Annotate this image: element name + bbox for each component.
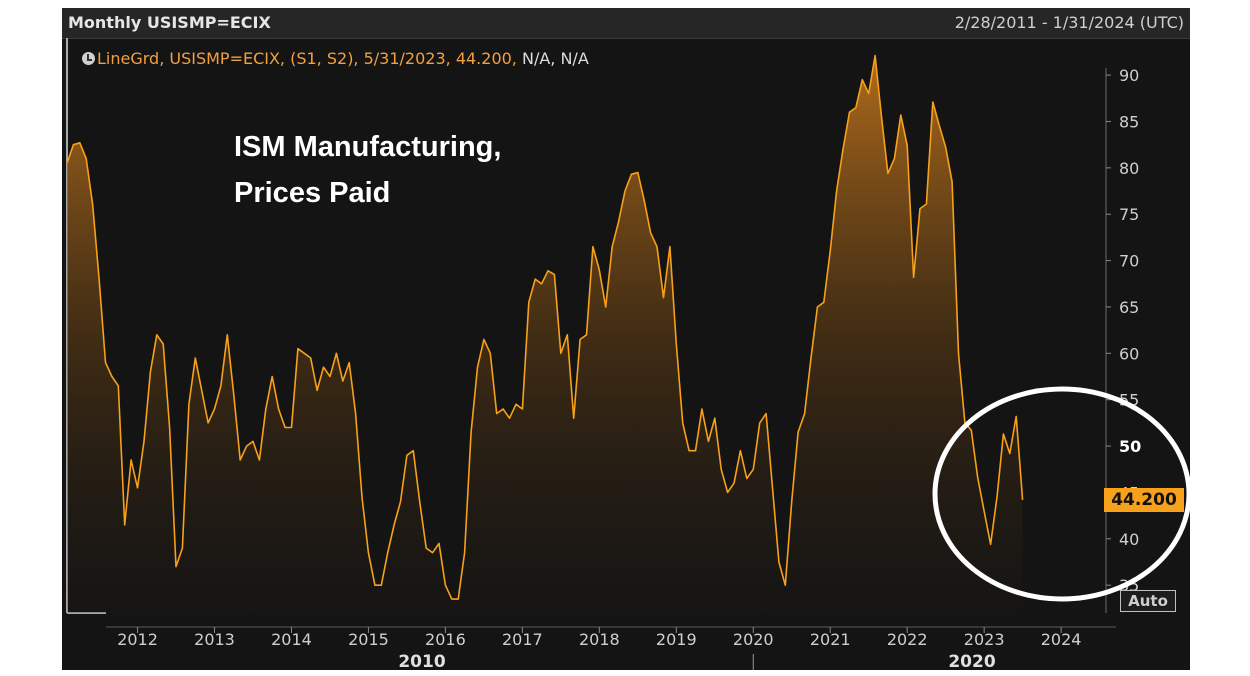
x-tick-label: 2019 xyxy=(656,630,697,649)
x-tick-label: 2016 xyxy=(425,630,466,649)
y-tick-label: 90 xyxy=(1119,66,1139,85)
x-tick-label: 2018 xyxy=(579,630,620,649)
annotation-line-1: ISM Manufacturing, xyxy=(234,131,502,163)
x-tick-label: 2020 xyxy=(733,630,774,649)
x-tick-label: 2013 xyxy=(194,630,235,649)
chart-title: Monthly USISMP=ECIX xyxy=(68,13,271,32)
highlight-circle xyxy=(932,386,1190,602)
x-tick-label: 2023 xyxy=(964,630,1005,649)
auto-scale-button[interactable]: Auto xyxy=(1120,590,1176,612)
y-tick-label: 40 xyxy=(1119,530,1139,549)
chart-plot[interactable]: 354045505560657075808590 201220132014201… xyxy=(62,8,1190,670)
date-range: 2/28/2011 - 1/31/2024 (UTC) xyxy=(954,13,1184,32)
chart-window: Monthly USISMP=ECIX 2/28/2011 - 1/31/202… xyxy=(62,8,1190,670)
decade-label: 2020 xyxy=(948,652,995,670)
x-tick-label: 2017 xyxy=(502,630,543,649)
legend-series-label: LineGrd, USISMP=ECIX, (S1, S2), 5/31/202… xyxy=(97,49,517,68)
legend: LineGrd, USISMP=ECIX, (S1, S2), 5/31/202… xyxy=(82,49,589,68)
y-tick-label: 50 xyxy=(1119,437,1141,456)
y-tick-label: 65 xyxy=(1119,298,1139,317)
last-value-tag: 44.200 xyxy=(1104,488,1184,512)
series-area xyxy=(67,55,1023,614)
y-tick-label: 60 xyxy=(1119,344,1139,363)
x-tick-label: 2024 xyxy=(1041,630,1082,649)
legend-na-values: N/A, N/A xyxy=(521,49,589,68)
y-tick-label: 85 xyxy=(1119,112,1139,131)
x-tick-label: 2015 xyxy=(348,630,389,649)
series-line xyxy=(66,54,1024,600)
x-tick-label: 2012 xyxy=(117,630,158,649)
y-tick-label: 80 xyxy=(1119,159,1139,178)
x-tick-label: 2021 xyxy=(810,630,851,649)
decade-label: 2010 xyxy=(398,652,445,670)
chart-annotation: ISM Manufacturing, Prices Paid xyxy=(234,124,501,216)
annotation-line-2: Prices Paid xyxy=(234,177,391,209)
title-bar: Monthly USISMP=ECIX 2/28/2011 - 1/31/202… xyxy=(62,8,1190,39)
clock-icon[interactable] xyxy=(82,52,95,65)
y-tick-label: 70 xyxy=(1119,252,1139,271)
x-tick-label: 2014 xyxy=(271,630,312,649)
x-tick-label: 2022 xyxy=(887,630,928,649)
y-tick-label: 75 xyxy=(1119,205,1139,224)
